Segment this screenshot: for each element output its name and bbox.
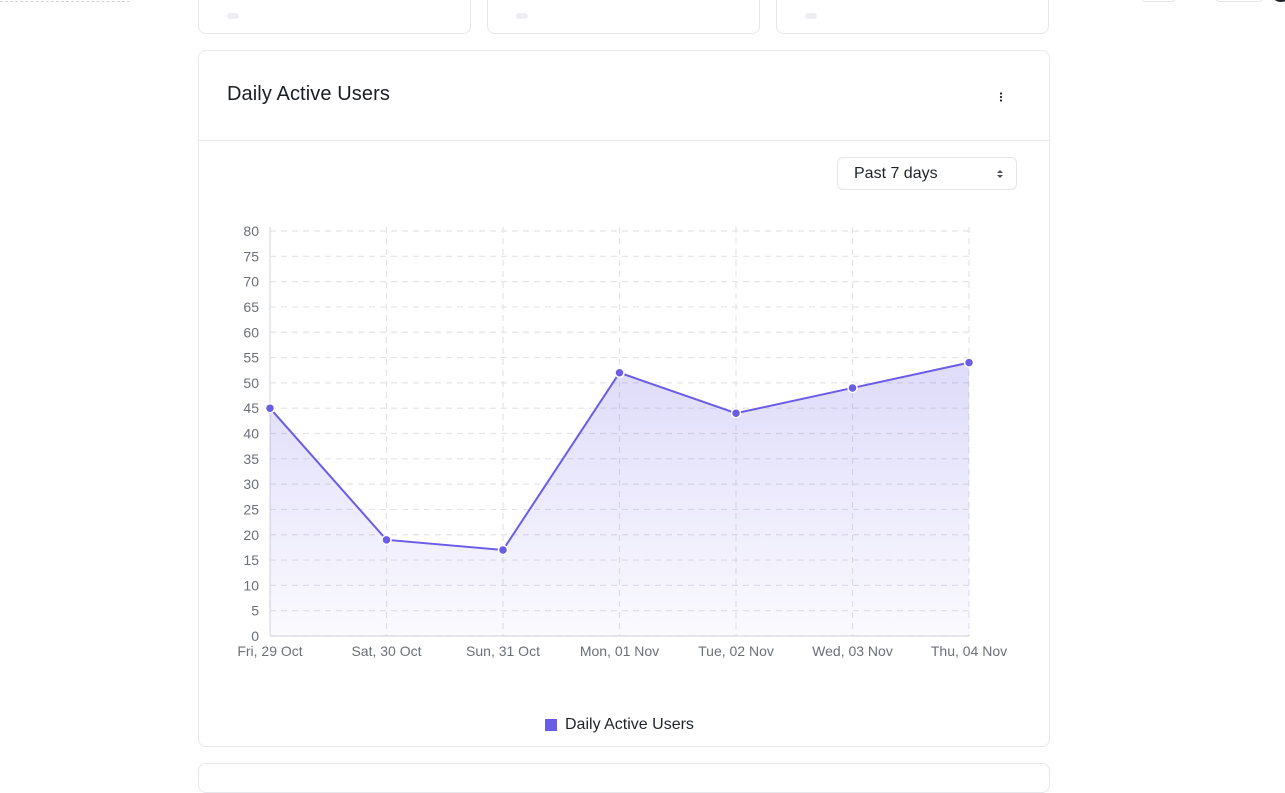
y-tick-label: 80 [243, 223, 259, 239]
y-tick-label: 15 [243, 552, 259, 568]
y-tick-label: 45 [243, 400, 259, 416]
series-area [270, 362, 969, 636]
y-tick-label: 55 [243, 350, 259, 366]
y-tick-label: 70 [243, 274, 259, 290]
legend-label: Daily Active Users [565, 716, 694, 733]
card-title: Daily Active Users [227, 83, 390, 105]
next-card [198, 763, 1050, 793]
data-point [730, 408, 742, 419]
y-tick-label: 75 [243, 248, 259, 264]
y-tick-label: 60 [243, 324, 259, 340]
stat-card [487, 0, 760, 34]
stat-card [198, 0, 471, 34]
x-tick-label: Wed, 03 Nov [812, 643, 893, 659]
updown-chevron-icon [996, 167, 1004, 185]
x-tick-label: Sat, 30 Oct [351, 643, 421, 659]
stat-icon [227, 13, 239, 19]
top-action-button[interactable] [1215, 0, 1263, 2]
data-point [963, 357, 975, 368]
date-range-value: Past 7 days [854, 165, 938, 182]
x-tick-label: Fri, 29 Oct [237, 643, 302, 659]
x-tick-label: Mon, 01 Nov [580, 643, 659, 659]
stat-icon [805, 13, 817, 19]
data-point [381, 534, 392, 546]
data-point [614, 367, 625, 378]
x-tick-label: Tue, 02 Nov [698, 643, 774, 659]
x-tick-label: Thu, 04 Nov [931, 643, 1007, 659]
y-tick-label: 50 [243, 375, 259, 391]
data-point [497, 544, 509, 556]
daily-active-users-card: Daily Active Users Past 7 days 0 5 10 15 20 2… [198, 50, 1050, 747]
legend-swatch [545, 719, 557, 731]
x-tick-label: Sun, 31 Oct [466, 643, 540, 659]
vertical-dots-icon[interactable] [989, 87, 1013, 107]
avatar[interactable] [1274, 0, 1285, 2]
data-point [847, 382, 858, 394]
y-tick-label: 30 [243, 476, 259, 492]
y-tick-label: 10 [243, 577, 259, 593]
y-tick-label: 35 [243, 451, 259, 467]
top-action-button[interactable] [1141, 0, 1176, 2]
chart-legend[interactable]: Daily Active Users [545, 716, 694, 734]
y-tick-label: 65 [243, 299, 259, 315]
stat-card [776, 0, 1049, 34]
y-tick-label: 5 [251, 603, 259, 619]
y-tick-label: 25 [243, 501, 259, 517]
data-point [264, 402, 276, 414]
y-tick-label: 40 [243, 426, 259, 442]
card-header: Daily Active Users [199, 51, 1049, 141]
y-tick-label: 20 [243, 527, 259, 543]
y-tick-label: 0 [251, 628, 259, 644]
date-range-select[interactable]: Past 7 days [837, 157, 1017, 190]
line-chart: 0 5 10 15 20 25 30 35 40 45 50 55 60 65 70 75 80 Fri, 29 … [237, 223, 1007, 659]
top-divider [0, 0, 130, 2]
stat-icon [516, 13, 528, 19]
